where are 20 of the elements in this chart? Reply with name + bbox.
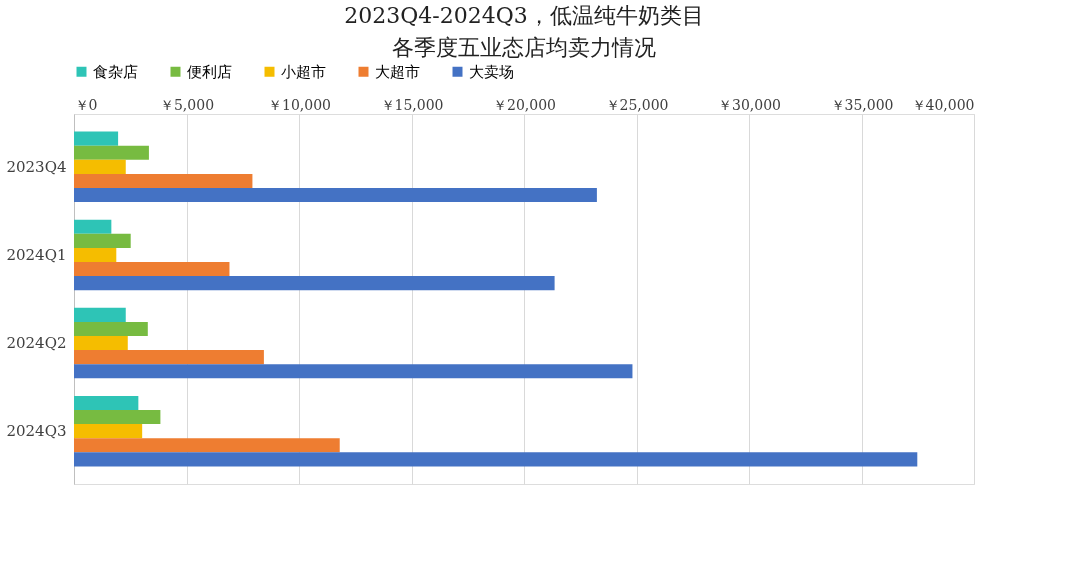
y-tick-label: 2024Q3 [6,422,67,441]
x-tick-label: ￥0 [74,96,98,113]
x-tick-label: ￥15,000 [380,96,444,113]
x-tick-label: ￥25,000 [605,96,669,113]
x-tick-label: ￥5,000 [159,96,215,113]
chart-title: 2023Q4-2024Q3，低温纯牛奶类目 [344,3,704,28]
legend-label: 小超市 [281,62,326,81]
legend-label: 大超市 [375,62,420,81]
legend-label: 大卖场 [469,62,514,81]
x-tick-label: ￥30,000 [718,96,781,113]
x-tick-label: ￥20,000 [493,96,556,113]
y-tick-label: 2024Q1 [6,245,67,264]
y-tick-label: 2023Q4 [6,157,67,176]
x-tick-label: ￥35,000 [830,96,894,113]
legend-label: 便利店 [187,62,232,81]
legend-label: 食杂店 [93,62,138,81]
y-tick-label: 2024Q2 [6,334,67,353]
chart-subtitle: 各季度五业态店均卖力情况 [392,35,656,60]
x-tick-label: ￥10,000 [268,96,331,113]
x-tick-label: ￥40,000 [911,96,975,113]
